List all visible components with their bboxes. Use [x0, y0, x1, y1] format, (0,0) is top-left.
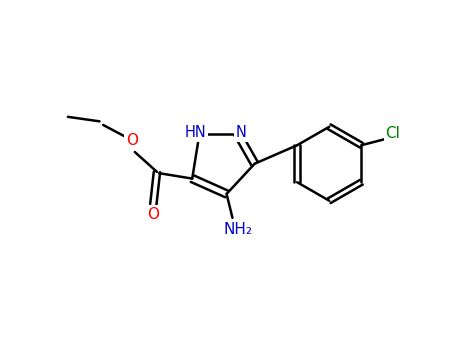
- Text: Cl: Cl: [385, 126, 400, 141]
- Text: O: O: [126, 133, 137, 148]
- Text: HN: HN: [185, 125, 207, 140]
- Text: N: N: [236, 125, 247, 140]
- Text: O: O: [147, 207, 159, 222]
- Text: NH₂: NH₂: [223, 222, 253, 237]
